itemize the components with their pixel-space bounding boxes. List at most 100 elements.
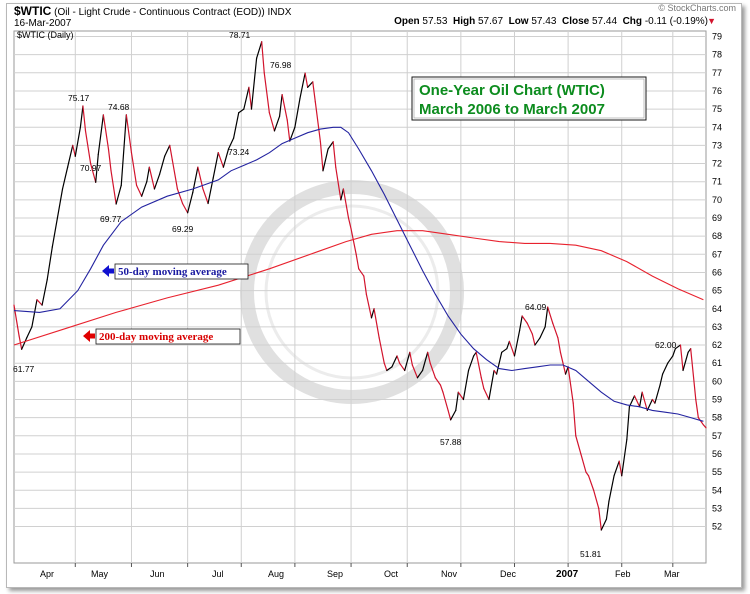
price-segment xyxy=(102,114,110,150)
price-segment xyxy=(120,114,127,186)
price-segment xyxy=(572,402,577,437)
quote-high-value: 57.67 xyxy=(478,16,504,27)
price-segment xyxy=(233,112,240,139)
price-segment xyxy=(544,306,549,328)
price-segment xyxy=(363,275,367,295)
price-segment xyxy=(148,166,156,190)
price-segment xyxy=(598,507,602,531)
quote-change-label: Chg xyxy=(622,16,643,27)
price-segment xyxy=(457,391,465,401)
price-segment xyxy=(304,72,309,88)
price-segment xyxy=(281,93,288,121)
price-segment xyxy=(396,355,401,364)
y-tick-label: 62 xyxy=(712,340,722,350)
price-segment xyxy=(672,348,676,357)
x-tick-label: May xyxy=(91,569,109,579)
price-segment xyxy=(674,344,682,350)
y-tick-label: 72 xyxy=(712,159,722,169)
y-tick-label: 78 xyxy=(712,50,722,60)
x-tick-label: Nov xyxy=(441,569,458,579)
price-segment xyxy=(697,417,705,426)
arrow-left-icon xyxy=(102,265,114,277)
price-segment xyxy=(690,348,697,401)
price-label: 61.77 xyxy=(13,364,35,374)
price-segment xyxy=(434,377,442,386)
price-segment xyxy=(513,329,521,357)
y-tick-label: 57 xyxy=(712,431,722,441)
price-segment xyxy=(398,362,406,372)
title-line-2: March 2006 to March 2007 xyxy=(419,101,605,118)
price-segment xyxy=(158,155,166,176)
ma50-line xyxy=(13,126,704,422)
price-segment xyxy=(181,202,189,214)
y-tick-label: 68 xyxy=(712,231,722,241)
price-segment xyxy=(273,115,281,132)
price-segment xyxy=(455,391,459,411)
price-segment xyxy=(370,308,375,319)
price-segment xyxy=(255,41,263,59)
y-tick-label: 65 xyxy=(712,286,722,296)
y-tick-label: 70 xyxy=(712,195,722,205)
exchange: INDX xyxy=(267,7,292,18)
price-segment xyxy=(557,337,562,353)
price-segment xyxy=(521,315,528,324)
y-tick-label: 56 xyxy=(712,449,722,459)
watermark-inner-ring xyxy=(264,204,440,380)
x-tick-label: Apr xyxy=(40,569,54,579)
price-segment xyxy=(36,299,43,306)
ma50-label: 50-day moving average xyxy=(118,266,227,278)
price-segment xyxy=(605,500,610,520)
y-tick-label: 59 xyxy=(712,395,722,405)
price-segment xyxy=(391,355,398,368)
price-segment xyxy=(212,152,219,179)
price-segment xyxy=(575,435,582,455)
price-segment xyxy=(314,101,322,143)
price-segment xyxy=(90,162,97,183)
y-tick-label: 66 xyxy=(712,267,722,277)
price-segment xyxy=(378,337,385,364)
price-segment xyxy=(307,81,314,88)
quote-date: 16-Mar-2007 xyxy=(14,18,72,29)
x-tick-label: Oct xyxy=(384,569,399,579)
price-segment xyxy=(261,41,265,74)
price-segment xyxy=(552,322,559,339)
price-segment xyxy=(141,181,148,197)
price-segment xyxy=(659,373,664,386)
price-segment xyxy=(332,141,337,168)
price-segment xyxy=(467,355,475,372)
price-segment xyxy=(268,112,276,132)
price-segment xyxy=(480,377,485,390)
price-segment xyxy=(585,471,590,477)
price-segment xyxy=(682,351,689,372)
price-segment xyxy=(404,351,411,372)
price-segment xyxy=(702,424,707,429)
x-tick-label: 2007 xyxy=(556,569,579,580)
price-segment xyxy=(475,351,482,379)
price-segment xyxy=(534,337,541,346)
price-segment xyxy=(299,72,306,99)
chart-header: $WTIC (Oil - Light Crude - Continuous Co… xyxy=(14,4,291,18)
price-segment xyxy=(97,114,104,156)
price-segment xyxy=(355,253,360,270)
price-segment xyxy=(518,315,523,332)
price-segment xyxy=(278,93,283,117)
quote-low-value: 57.43 xyxy=(531,16,557,27)
y-tick-label: 76 xyxy=(712,86,722,96)
price-segment xyxy=(506,340,510,350)
price-segment xyxy=(567,366,574,404)
price-segment xyxy=(319,141,324,172)
price-segment xyxy=(618,460,623,477)
price-segment xyxy=(46,246,53,281)
y-tick-label: 60 xyxy=(712,376,722,386)
price-segment xyxy=(350,228,357,255)
price-segment xyxy=(107,148,112,172)
price-segment xyxy=(322,148,329,172)
price-segment xyxy=(72,144,76,157)
price-segment xyxy=(439,384,444,393)
price-segment xyxy=(386,366,393,372)
price-segment xyxy=(411,364,419,379)
y-tick-label: 53 xyxy=(712,503,722,513)
price-segment xyxy=(31,299,38,328)
price-segment xyxy=(646,398,653,411)
